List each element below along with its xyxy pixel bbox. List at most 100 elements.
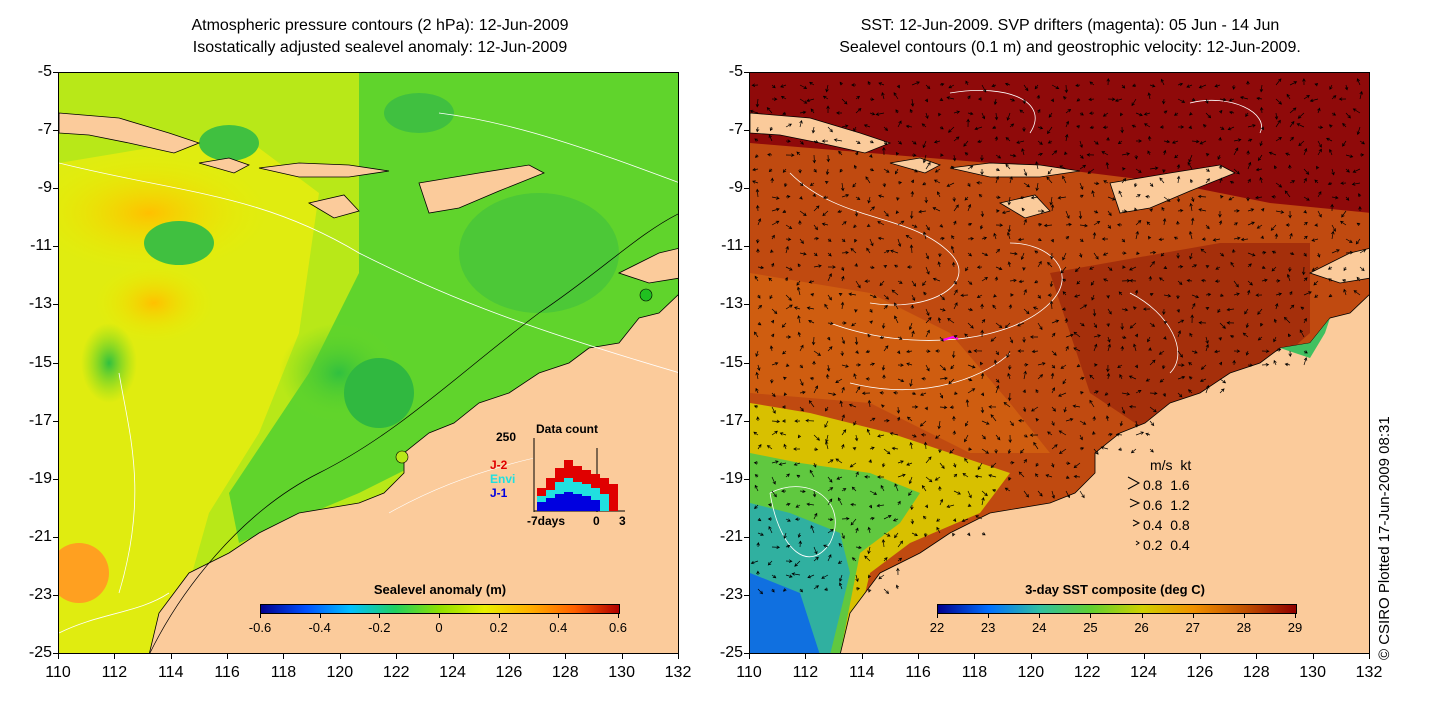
velocity-arrow — [757, 322, 762, 326]
velocity-arrow — [1121, 335, 1127, 340]
velocity-arrow — [1064, 84, 1069, 94]
velocity-arrow — [1035, 182, 1039, 192]
velocity-arrow — [827, 294, 832, 301]
velocity-arrow — [1050, 372, 1055, 380]
velocity-arrow — [1356, 78, 1361, 86]
velocity-arrow — [1089, 374, 1095, 380]
velocity-arrow — [767, 503, 773, 507]
velocity-arrow — [1242, 332, 1249, 338]
velocity-arrow — [1245, 112, 1249, 118]
velocity-arrow — [839, 168, 843, 173]
velocity-arrow — [924, 196, 928, 204]
velocity-arrow — [855, 545, 862, 550]
velocity-arrow — [1244, 308, 1249, 315]
velocity-arrow — [967, 252, 973, 257]
velocity-arrow — [1134, 333, 1138, 338]
velocity-arrow — [933, 140, 941, 144]
velocity-arrow — [952, 415, 956, 422]
velocity-arrow — [934, 476, 941, 481]
velocity-arrow — [1219, 126, 1225, 130]
velocity-arrow — [1257, 154, 1263, 161]
velocity-arrow — [1259, 176, 1263, 184]
velocity-arrow — [1101, 151, 1109, 156]
velocity-arrow — [1117, 364, 1123, 369]
colorbar-tick-mark — [260, 614, 261, 618]
velocity-arrow — [1275, 303, 1279, 310]
velocity-arrow — [1051, 150, 1058, 156]
velocity-arrow — [1214, 279, 1221, 283]
velocity-arrow — [1089, 125, 1095, 130]
velocity-arrow — [1201, 278, 1207, 283]
velocity-arrow — [1047, 261, 1053, 268]
velocity-arrow — [1159, 378, 1165, 383]
velocity-arrow — [1107, 210, 1112, 217]
velocity-arrow — [895, 109, 899, 114]
velocity-arrow — [1176, 196, 1181, 203]
velocity-arrow — [827, 336, 831, 341]
velocity-arrow — [785, 195, 791, 199]
velocity-arrow — [1093, 363, 1098, 367]
velocity-arrow — [1050, 204, 1055, 212]
velocity-arrow — [851, 486, 857, 492]
velocity-arrow — [756, 570, 760, 576]
velocity-arrow — [1218, 136, 1222, 142]
velocity-arrow — [837, 560, 843, 564]
inset-xlabel-end: 3 — [619, 514, 626, 528]
velocity-arrow — [1275, 78, 1282, 86]
velocity-arrow — [1189, 230, 1193, 240]
velocity-arrow — [939, 462, 945, 469]
velocity-arrow — [1176, 220, 1180, 226]
colorbar-tick-label: 23 — [980, 620, 996, 635]
velocity-arrow — [1201, 237, 1207, 241]
velocity-arrow — [939, 376, 948, 381]
velocity-arrow — [1107, 308, 1112, 315]
colorbar-tick-label: 29 — [1287, 620, 1303, 635]
velocity-arrow — [1093, 322, 1097, 329]
velocity-arrow — [838, 582, 843, 590]
velocity-arrow — [1147, 336, 1151, 343]
colorbar-tick-mark — [1244, 614, 1245, 618]
velocity-arrow — [757, 304, 763, 310]
velocity-arrow — [1345, 196, 1350, 201]
velocity-arrow — [995, 223, 1004, 227]
x-tick-mark — [1144, 654, 1145, 659]
velocity-arrow — [1173, 112, 1179, 116]
velocity-arrow — [1340, 181, 1347, 185]
velocity-arrow — [1189, 332, 1193, 338]
velocity-arrow — [964, 457, 969, 464]
velocity-arrow — [967, 490, 972, 499]
velocity-arrow — [1247, 138, 1253, 142]
velocity-arrow — [1009, 123, 1015, 128]
velocity-arrow — [841, 238, 846, 243]
velocity-arrow — [1023, 84, 1029, 92]
velocity-arrow — [1006, 112, 1011, 121]
velocity-arrow — [976, 181, 983, 185]
velocity-arrow — [1228, 98, 1235, 102]
velocity-arrow — [768, 525, 773, 534]
velocity-arrow — [809, 377, 815, 381]
velocity-arrow — [978, 97, 983, 101]
velocity-arrow — [864, 279, 871, 283]
velocity-arrow — [1317, 140, 1322, 148]
velocity-arrow — [1300, 306, 1305, 310]
velocity-arrow — [1275, 136, 1282, 142]
velocity-arrow — [753, 431, 759, 436]
y-tick-label: -25 — [719, 644, 743, 661]
velocity-arrow — [1118, 447, 1123, 451]
velocity-arrow — [1303, 95, 1310, 100]
velocity-arrow — [794, 517, 801, 521]
x-tick-label: 110 — [736, 664, 762, 681]
velocity-arrow — [1288, 210, 1292, 219]
colorbar-tick-label: -0.6 — [248, 620, 272, 635]
velocity-arrow — [1051, 490, 1056, 499]
velocity-arrow — [1073, 331, 1081, 338]
velocity-arrow — [867, 333, 871, 338]
velocity-arrow — [799, 378, 804, 386]
velocity-arrow — [897, 540, 904, 548]
velocity-arrow — [1233, 280, 1239, 288]
velocity-arrow — [1119, 374, 1123, 380]
y-tick-mark — [744, 421, 749, 422]
velocity-arrow — [841, 124, 849, 128]
velocity-arrow — [864, 475, 871, 479]
colorbar-tick-label: 27 — [1185, 620, 1200, 635]
